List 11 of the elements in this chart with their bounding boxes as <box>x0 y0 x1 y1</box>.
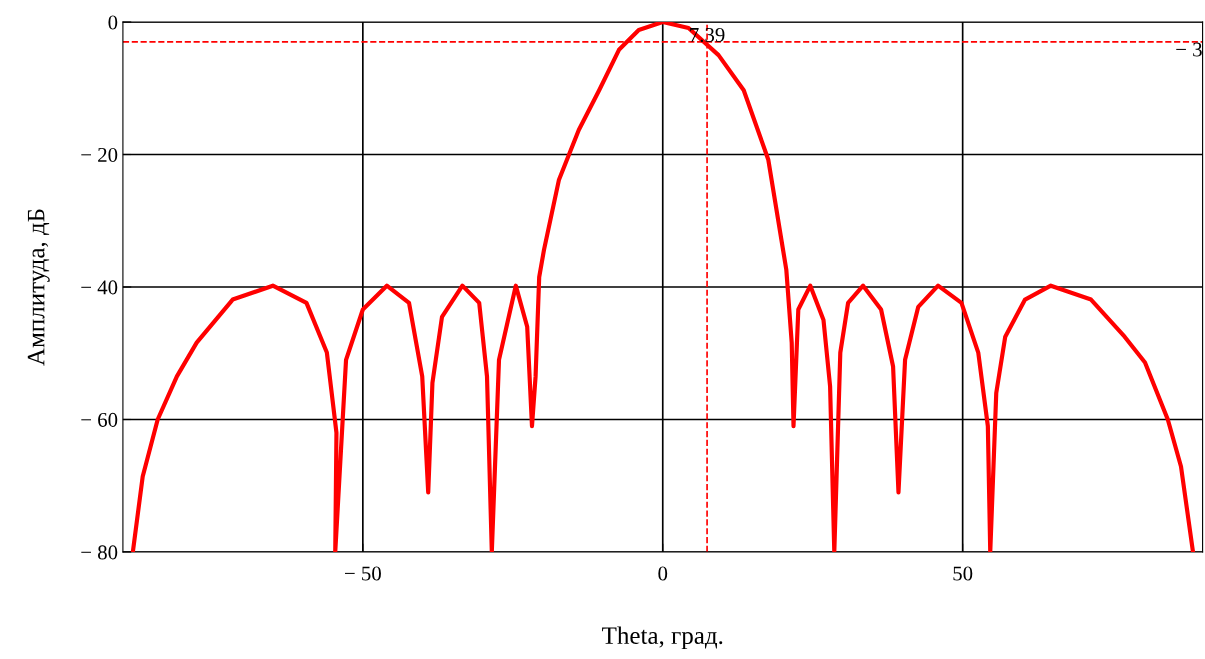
y-tick-label: − 40 <box>81 280 118 295</box>
y-tick-label: − 20 <box>81 147 118 162</box>
y-tick-label: − 60 <box>81 412 118 427</box>
ref-line-label: − 3 <box>1176 42 1202 57</box>
x-tick-label: − 50 <box>344 566 381 581</box>
x-tick-label: 50 <box>953 566 973 581</box>
y-tick-label: − 80 <box>81 545 118 560</box>
y-tick-label: 0 <box>108 15 118 30</box>
x-tick-label: 0 <box>658 566 668 581</box>
x-axis-title: Theta, град. <box>602 626 723 650</box>
y-axis-title: Амплитуда, дБ <box>27 209 50 366</box>
